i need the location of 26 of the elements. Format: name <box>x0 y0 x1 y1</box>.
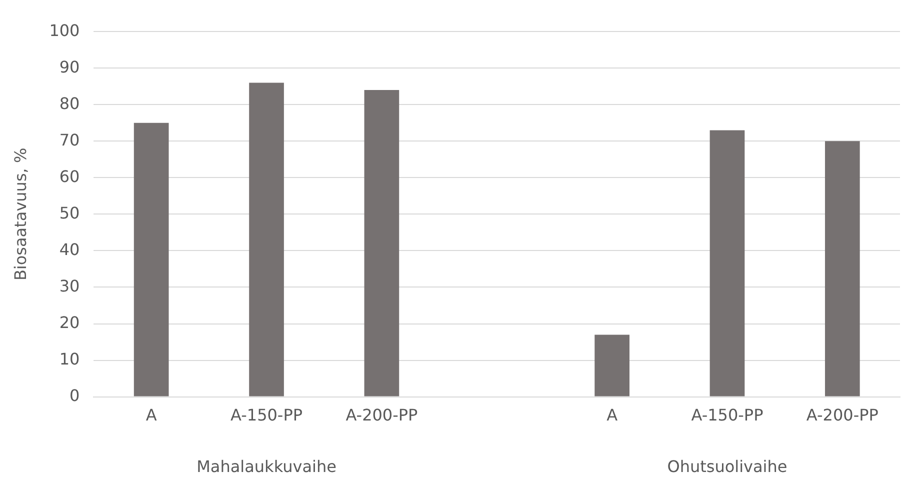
y-tick-label: 80 <box>59 94 80 113</box>
y-tick-label: 100 <box>49 20 80 40</box>
x-tick-label: A-150-PP <box>691 406 764 425</box>
x-tick-label: A <box>146 406 157 425</box>
y-tick-label: 0 <box>70 386 80 405</box>
x-tick-label: A-200-PP <box>806 406 879 425</box>
x-tick-label: A-150-PP <box>230 406 303 425</box>
y-tick-label: 70 <box>59 130 80 150</box>
y-tick-label: 10 <box>59 349 80 368</box>
y-tick-label: 20 <box>59 312 80 332</box>
bar <box>134 122 169 396</box>
y-tick-label: 50 <box>59 203 80 222</box>
text: Ohutsuolivaihe <box>667 457 788 476</box>
bar <box>249 82 284 396</box>
bar <box>594 334 630 396</box>
bar <box>824 141 860 396</box>
y-tick-label: 90 <box>59 57 80 76</box>
x-tick-label: A-200-PP <box>346 406 418 425</box>
y-tick-label: 30 <box>59 276 80 296</box>
y-axis-title: Biosaatavuus, % <box>10 148 30 281</box>
y-tick-label: 60 <box>59 166 80 186</box>
x-tick-label: A <box>606 406 618 425</box>
y-tick-label: 40 <box>59 240 80 259</box>
text: Mahalaukkuvaihe <box>196 457 336 476</box>
bar <box>710 130 745 396</box>
bar <box>364 90 400 396</box>
